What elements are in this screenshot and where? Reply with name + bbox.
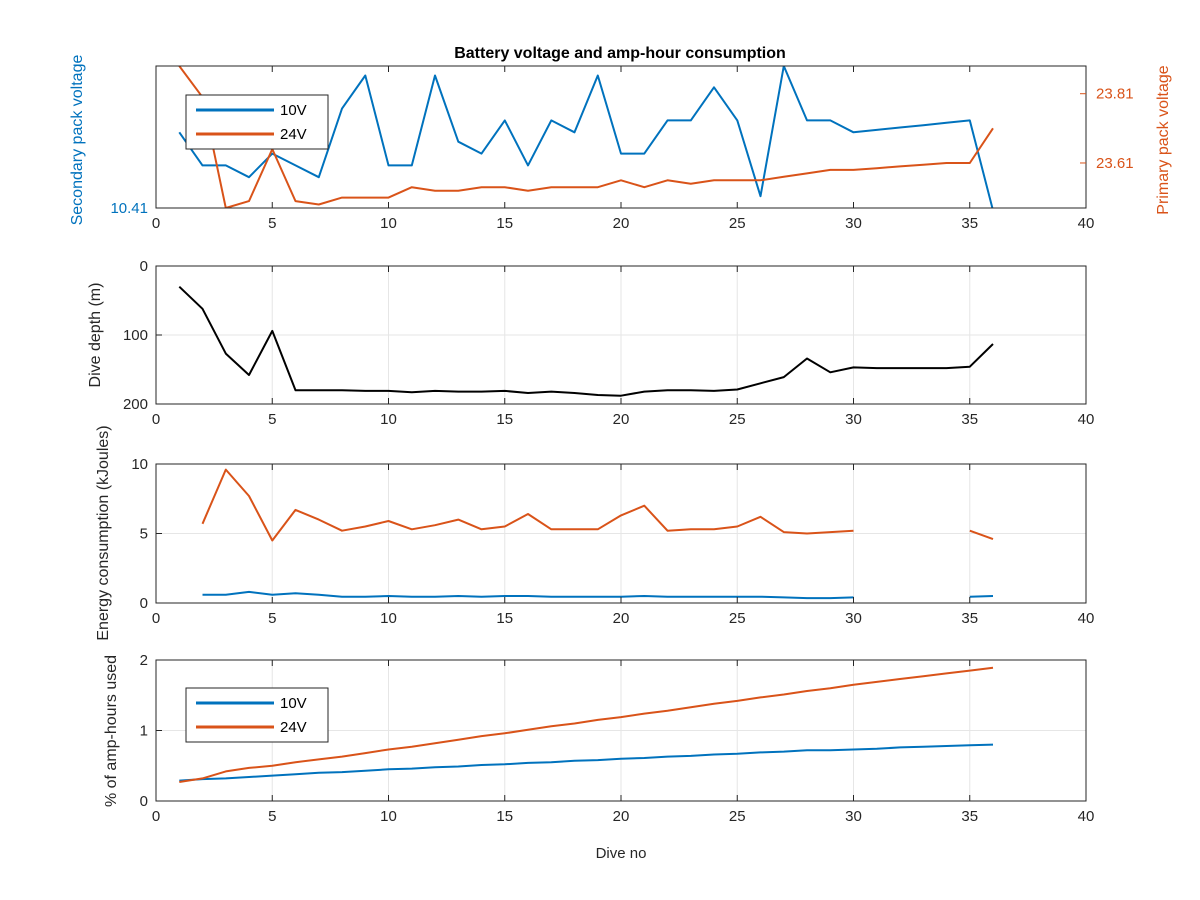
series-line-0 [201,468,994,542]
x-tick-label: 25 [729,411,746,428]
y-tick-label: 10.41 [110,200,148,217]
x-tick-label: 10 [380,610,397,627]
x-tick-label: 25 [729,808,746,825]
x-tick-label: 35 [961,610,978,627]
y-tick-label: 0 [140,595,148,612]
legend-label: 24V [280,126,307,143]
x-tick-label: 35 [961,808,978,825]
y-axis-label: Dive depth (m) [87,283,104,388]
x-tick-label: 0 [152,215,160,232]
y-axis-label: Energy consumption (kJoules) [95,425,112,640]
x-tick-label: 0 [152,411,160,428]
x-tick-label: 20 [613,808,630,825]
x-tick-label: 35 [961,411,978,428]
y-right-tick-label: 23.61 [1096,155,1134,172]
x-tick-label: 30 [845,411,862,428]
series-line-24V [179,666,994,783]
y-right-axis-label: Primary pack voltage [1155,65,1172,214]
x-tick-label: 10 [380,411,397,428]
x-tick-label: 20 [613,411,630,428]
x-tick-label: 25 [729,610,746,627]
y-axis-label: % of amp-hours used [103,655,120,807]
x-tick-label: 15 [496,610,513,627]
subplot-4: 0 5 10 15 20 25 30 35 40 0 1 2 % of amp-hours used Di… [103,652,1094,862]
legend-box [185,94,329,150]
y-tick-label: 10 [131,456,148,473]
x-tick-label: 40 [1078,411,1095,428]
y-tick-label: 2 [140,652,148,669]
y-tick-label: 0 [140,258,148,275]
x-tick-label: 5 [268,808,276,825]
x-tick-label: 30 [845,808,862,825]
x-tick-label: 20 [613,610,630,627]
y-tick-label: 0 [140,793,148,810]
x-tick-label: 0 [152,808,160,825]
x-tick-label: 15 [496,808,513,825]
series-line-1 [202,590,994,600]
series-line-24V [178,66,994,208]
x-tick-label: 40 [1078,808,1095,825]
series-line-10V [179,743,994,782]
legend-label: 10V [280,102,307,119]
series-line-0 [178,285,994,397]
x-axis-label: Dive no [596,845,647,862]
x-tick-label: 40 [1078,215,1095,232]
figure-title: Battery voltage and amp-hour consumption [454,45,786,62]
x-tick-label: 5 [268,610,276,627]
x-tick-label: 0 [152,610,160,627]
y-axis-label: Secondary pack voltage [69,55,86,226]
x-tick-label: 25 [729,215,746,232]
series-line-10V [178,66,994,208]
subplot-1: 0 5 10 15 20 25 30 35 40 10.41 23.61 23.81 Primary p… [69,55,1172,232]
legend-label: 24V [280,719,307,736]
subplot-2: 0 5 10 15 20 25 30 35 40 0 100 200 Dive depth (m) [87,258,1094,428]
x-tick-label: 35 [961,215,978,232]
y-tick-label: 100 [123,327,148,344]
legend-label: 10V [280,695,307,712]
x-tick-label: 10 [380,808,397,825]
x-tick-label: 15 [496,411,513,428]
x-tick-label: 30 [845,215,862,232]
x-tick-label: 30 [845,610,862,627]
y-tick-label: 200 [123,396,148,413]
subplot-3: 0 5 10 15 20 25 30 35 40 0 5 10 Energy consumption (… [95,425,1094,640]
x-tick-label: 10 [380,215,397,232]
x-tick-label: 5 [268,215,276,232]
y-tick-label: 5 [140,526,148,543]
y-right-tick-label: 23.81 [1096,86,1134,103]
x-tick-label: 5 [268,411,276,428]
y-tick-label: 1 [140,723,148,740]
legend-box [185,687,329,743]
x-tick-label: 20 [613,215,630,232]
x-tick-label: 15 [496,215,513,232]
x-tick-label: 40 [1078,610,1095,627]
